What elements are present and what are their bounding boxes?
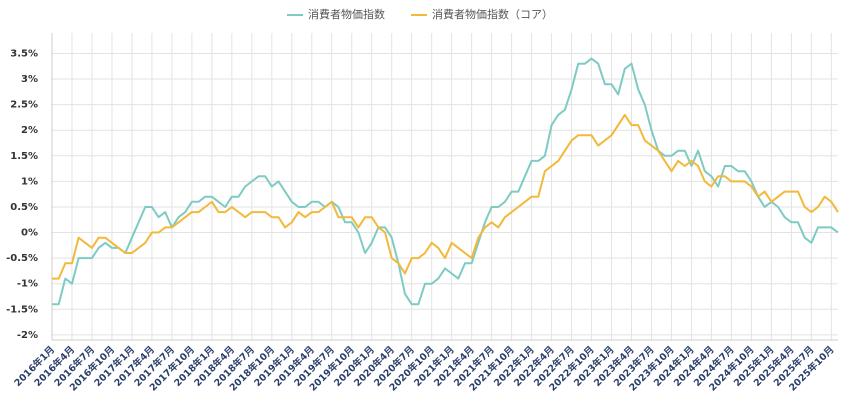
y-tick-label: 1.5% <box>10 151 38 162</box>
y-tick-label: 3.5% <box>10 48 38 59</box>
y-tick-label: -2% <box>17 330 38 341</box>
y-tick-label: 0% <box>21 228 38 239</box>
y-tick-label: 2% <box>21 125 38 136</box>
y-tick-label: 2.5% <box>10 100 38 111</box>
legend-label: 消費者物価指数 <box>308 7 385 21</box>
y-tick-label: 0.5% <box>10 202 38 213</box>
y-tick-label: 1% <box>21 176 38 187</box>
legend-label: 消費者物価指数（コア） <box>432 7 553 21</box>
y-tick-label: 3% <box>21 74 38 85</box>
y-tick-label: -1% <box>17 279 38 290</box>
legend-item: 消費者物価指数 <box>287 7 385 21</box>
y-tick-label: -0.5% <box>6 253 38 264</box>
y-tick-label: -1.5% <box>6 304 38 315</box>
series-line <box>52 57 839 306</box>
legend-item: 消費者物価指数（コア） <box>411 7 553 21</box>
series-line <box>52 113 839 280</box>
